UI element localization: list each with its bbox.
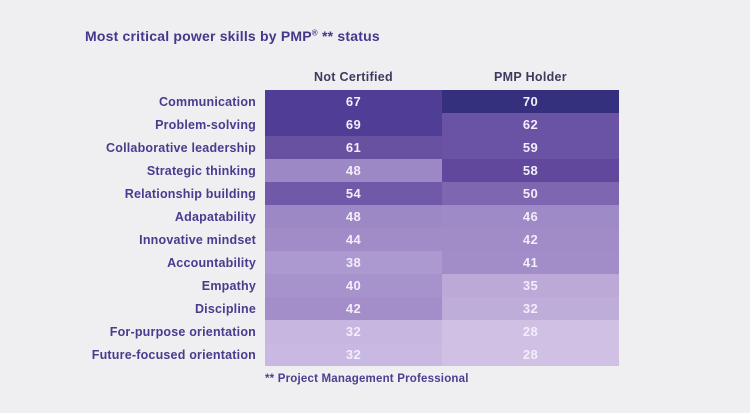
row-label: Problem-solving [155,117,256,132]
heatmap-chart: Not Certified PMP Holder Communication 67… [85,64,619,385]
row-label: Strategic thinking [146,163,256,178]
heatmap-cell: 28 [442,343,619,366]
heatmap-row: Adapatability 48 46 [85,205,619,228]
heatmap-cell: 67 [265,90,442,113]
heatmap-cell: 54 [265,182,442,205]
heatmap-row: Accountability 38 41 [85,251,619,274]
row-label: Empathy [201,278,256,293]
row-label: Collaborative leadership [106,140,256,155]
row-label: Adapatability [174,209,256,224]
heatmap-row: Innovative mindset 44 42 [85,228,619,251]
chart-title-suffix: ** status [317,28,380,44]
heatmap-cell: 28 [442,320,619,343]
row-label: Future-focused orientation [91,347,256,362]
column-headers: Not Certified PMP Holder [85,64,619,90]
column-header-not-certified: Not Certified [314,70,393,84]
heatmap-cell: 44 [265,228,442,251]
heatmap-cell: 41 [442,251,619,274]
row-label: For-purpose orientation [109,324,256,339]
heatmap-cell: 38 [265,251,442,274]
column-header-pmp-holder: PMP Holder [494,70,567,84]
heatmap-cell: 69 [265,113,442,136]
chart-title-text: Most critical power skills by PMP [85,28,312,44]
heatmap-cell: 42 [442,228,619,251]
heatmap-row: Problem-solving 69 62 [85,113,619,136]
heatmap-cell: 58 [442,159,619,182]
heatmap-cell: 32 [265,320,442,343]
heatmap-cell: 48 [265,159,442,182]
registered-trademark: ® [311,28,318,38]
row-label: Innovative mindset [139,232,256,247]
row-label: Relationship building [124,186,256,201]
heatmap-cell: 40 [265,274,442,297]
heatmap-row: For-purpose orientation 32 28 [85,320,619,343]
heatmap-row: Discipline 42 32 [85,297,619,320]
chart-title: Most critical power skills by PMP® ** st… [85,28,380,44]
heatmap-cell: 62 [442,113,619,136]
heatmap-cell: 32 [442,297,619,320]
heatmap-cell: 70 [442,90,619,113]
heatmap-cell: 50 [442,182,619,205]
heatmap-cell: 32 [265,343,442,366]
row-label: Discipline [194,301,256,316]
heatmap-cell: 42 [265,297,442,320]
heatmap-cell: 35 [442,274,619,297]
heatmap-cell: 46 [442,205,619,228]
heatmap-row: Collaborative leadership 61 59 [85,136,619,159]
row-label: Accountability [167,255,256,270]
heatmap-grid: Communication 67 70 Problem-solving 69 62 Coll… [85,90,619,366]
heatmap-cell: 61 [265,136,442,159]
heatmap-row: Empathy 40 35 [85,274,619,297]
footnote: ** Project Management Professional [265,373,469,385]
heatmap-cell: 48 [265,205,442,228]
heatmap-row: Future-focused orientation 32 28 [85,343,619,366]
heatmap-row: Communication 67 70 [85,90,619,113]
heatmap-cell: 59 [442,136,619,159]
heatmap-row: Relationship building 54 50 [85,182,619,205]
row-label: Communication [158,94,256,109]
heatmap-row: Strategic thinking 48 58 [85,159,619,182]
